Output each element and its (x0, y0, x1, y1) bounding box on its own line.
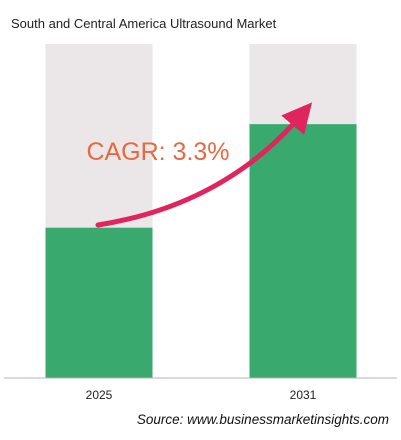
bar-2025 (45, 227, 153, 378)
x-tick-label-2025: 2025 (86, 388, 113, 402)
chart-title: South and Central America Ultrasound Mar… (11, 16, 277, 31)
cagr-arrow (95, 102, 313, 228)
bars-layer (45, 44, 357, 378)
bar-2031 (249, 124, 357, 378)
x-tick-label-2031: 2031 (290, 388, 317, 402)
x-tick-labels: 2025 2031 (86, 388, 317, 402)
cagr-annotation: CAGR: 3.3% (86, 138, 229, 166)
source-credit: Source: www.businessmarketinsights.com (136, 412, 389, 427)
